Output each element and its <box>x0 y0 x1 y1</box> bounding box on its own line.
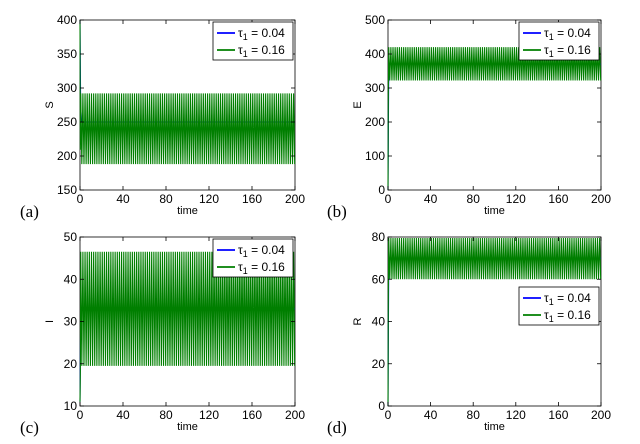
y-tick-label: 400 <box>57 13 77 27</box>
series-line-1 <box>79 19 296 165</box>
legend-box <box>518 286 600 326</box>
series-line-0 <box>387 257 601 407</box>
y-axis-label: R <box>352 317 364 325</box>
x-tick-label: 120 <box>199 408 219 422</box>
x-tick-label: 200 <box>285 192 305 206</box>
legend-box <box>518 21 600 61</box>
y-tick-label: 80 <box>372 230 386 244</box>
x-tick-label: 40 <box>116 408 130 422</box>
x-axis-label: time <box>484 205 505 217</box>
x-tick-label: 120 <box>506 408 526 422</box>
x-axis-label: time <box>177 421 198 433</box>
x-tick-label: 0 <box>385 408 392 422</box>
y-tick-label: 150 <box>57 183 77 197</box>
x-tick-label: 160 <box>242 408 262 422</box>
y-tick-label: 40 <box>64 272 78 286</box>
series-line-1 <box>387 238 602 407</box>
legend-entry-1: τ1 = 0.16 <box>238 43 285 59</box>
y-tick-label: 50 <box>64 230 78 244</box>
y-axis-label: I <box>44 320 56 323</box>
x-axis-label: time <box>484 421 505 433</box>
x-tick-label: 80 <box>467 408 481 422</box>
legend-entry-1: τ1 = 0.16 <box>544 308 591 324</box>
y-tick-label: 250 <box>57 115 77 129</box>
chart-panel-0: 0 40 80 120 160 200 150 200 250 300 350 400 time S (a)… <box>20 13 305 221</box>
y-tick-label: 10 <box>64 399 78 413</box>
y-axis-label: S <box>44 101 56 108</box>
y-tick-label: 300 <box>365 81 385 95</box>
x-tick-label: 160 <box>548 408 568 422</box>
x-tick-label: 80 <box>159 408 173 422</box>
panel-label: (c) <box>20 418 39 437</box>
y-tick-label: 0 <box>378 399 385 413</box>
legend-entry-0: τ1 = 0.04 <box>544 26 591 42</box>
x-tick-label: 200 <box>591 408 611 422</box>
x-tick-label: 120 <box>506 192 526 206</box>
legend-entry-1: τ1 = 0.16 <box>544 43 591 59</box>
x-tick-label: 200 <box>591 192 611 206</box>
x-tick-label: 80 <box>467 192 481 206</box>
y-axis-label: E <box>352 101 364 108</box>
x-tick-label: 160 <box>548 192 568 206</box>
x-tick-label: 40 <box>424 408 438 422</box>
x-tick-label: 40 <box>424 192 438 206</box>
x-tick-label: 0 <box>385 192 392 206</box>
y-tick-label: 200 <box>365 115 385 129</box>
chart-panel-1: 0 40 80 120 160 200 0 100 200 300 400 500 time E (b) τ1… <box>327 13 611 221</box>
x-tick-label: 0 <box>77 192 84 206</box>
series-line-1 <box>387 47 602 191</box>
series-line-1 <box>79 251 296 402</box>
y-tick-label: 200 <box>57 149 77 163</box>
panel-label: (d) <box>327 418 347 437</box>
chart-panel-2: 0 40 80 120 160 200 10 20 30 40 50 time I (c) τ1 = 0.0… <box>20 230 305 437</box>
legend-box <box>212 238 294 278</box>
y-tick-label: 0 <box>378 183 385 197</box>
x-tick-label: 0 <box>77 408 84 422</box>
legend-entry-1: τ1 = 0.16 <box>238 260 285 276</box>
x-tick-label: 160 <box>242 192 262 206</box>
panel-label: (b) <box>327 202 347 221</box>
y-tick-label: 40 <box>372 315 386 329</box>
legend-entry-0: τ1 = 0.04 <box>238 243 285 259</box>
y-tick-label: 350 <box>57 47 77 61</box>
y-tick-label: 60 <box>372 272 386 286</box>
y-tick-label: 400 <box>365 47 385 61</box>
x-axis-label: time <box>177 205 198 217</box>
legend-entry-0: τ1 = 0.04 <box>238 26 285 42</box>
y-tick-label: 30 <box>64 315 78 329</box>
legend-box <box>212 21 294 61</box>
x-tick-label: 80 <box>159 192 173 206</box>
y-tick-label: 20 <box>372 357 386 371</box>
x-tick-label: 120 <box>199 192 219 206</box>
y-tick-label: 20 <box>64 357 78 371</box>
y-tick-label: 100 <box>365 149 385 163</box>
y-tick-label: 300 <box>57 81 77 95</box>
panel-label: (a) <box>20 202 39 221</box>
series-line-0 <box>387 63 601 191</box>
x-tick-label: 40 <box>116 192 130 206</box>
y-tick-label: 500 <box>365 13 385 27</box>
legend-entry-0: τ1 = 0.04 <box>544 291 591 307</box>
x-tick-label: 200 <box>285 408 305 422</box>
